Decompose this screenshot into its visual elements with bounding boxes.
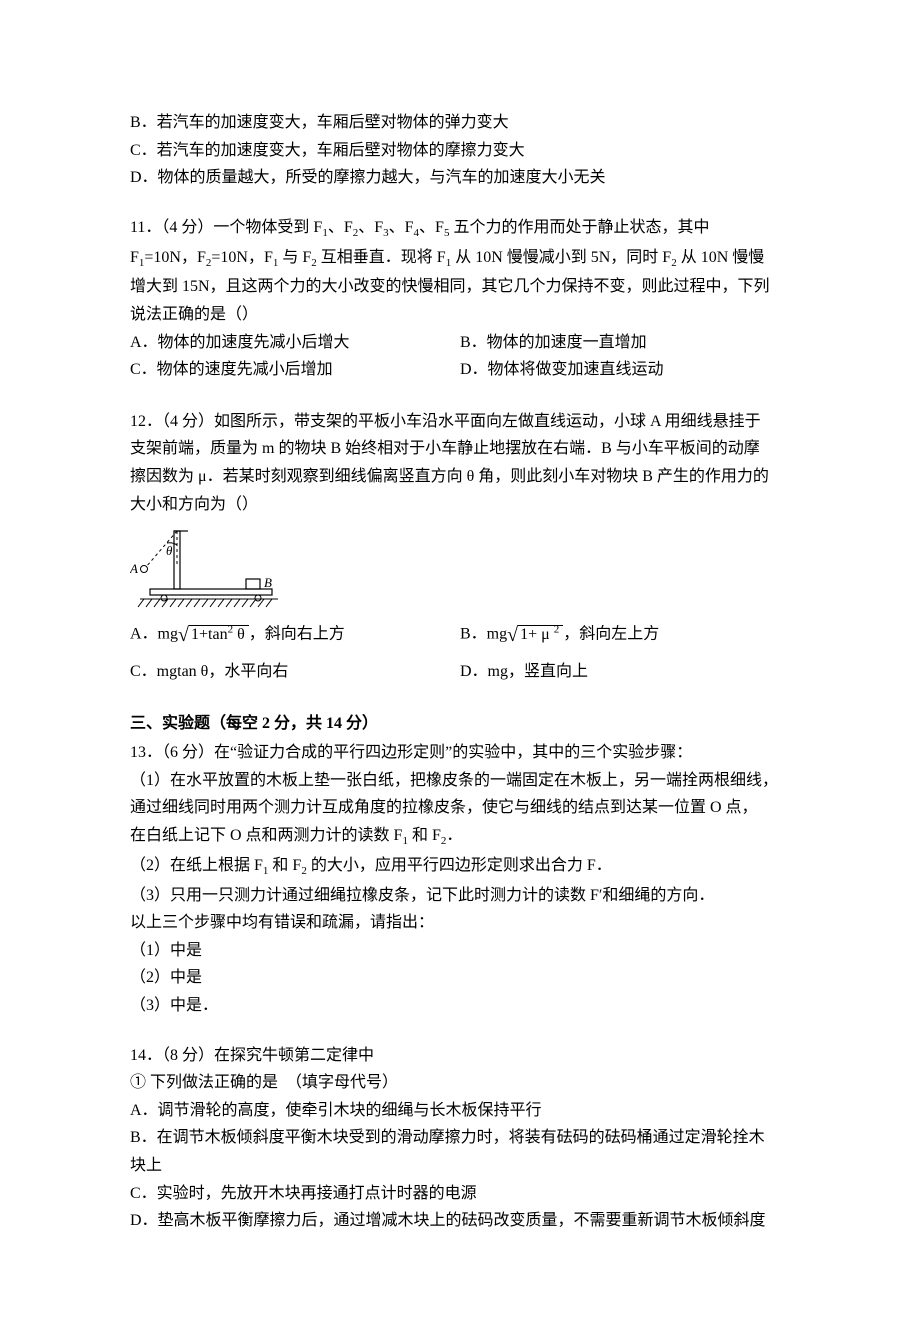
q13-blank2: （2）中是 [130, 965, 790, 991]
q12-diagram: A θ B [130, 521, 280, 611]
q14: 14．（8 分）在探究牛顿第二定律中 ① 下列做法正确的是 （填字母代号） A．… [130, 1043, 790, 1234]
q12-a-suffix: ，斜向右上方 [249, 626, 345, 643]
q13-s1c-mid: 和 F [408, 827, 441, 844]
q11-l2-b: =10N，F [144, 249, 205, 266]
sqrt-a: √1+tan2 θ [178, 619, 249, 651]
q12-opt-c: C．mgtan θ，水平向右 [130, 659, 460, 685]
q13-step1a: （1）在水平放置的木板上垫一张白纸，把橡皮条的一端固定在木板上，另一端拴两根细线… [130, 768, 790, 794]
page-root: B．若汽车的加速度变大，车厢后壁对物体的弹力变大 C．若汽车的加速度变大，车厢后… [0, 0, 920, 1318]
q13-step3: （3）只用一只测力计通过细绳拉橡皮条，记下此时测力计的读数 F′和细绳的方向． [130, 883, 790, 909]
q12-b-prefix: B．mg [460, 626, 507, 643]
q11-l2-c: =10N，F [211, 249, 272, 266]
q13: 13．（6 分）在“验证力合成的平行四边形定则”的实验中，其中的三个实验步骤： … [130, 740, 790, 1018]
q12-b-suffix: ，斜向左上方 [563, 626, 659, 643]
q13-step2: （2）在纸上根据 F1 和 F2 的大小，应用平行四边形定则求出合力 F． [130, 853, 790, 881]
q13-prompt: 以上三个步骤中均有错误和疏漏，请指出： [130, 910, 790, 936]
q12-options-row1: A．mg√1+tan2 θ，斜向右上方 B．mg√1+ μ 2，斜向左上方 [130, 619, 790, 653]
section3-title: 三、实验题（每空 2 分，共 14 分） [130, 711, 790, 737]
q11-l2-a: F [130, 249, 139, 266]
q12-opt-d: D．mg，竖直向上 [460, 659, 790, 685]
q13-s2-post: 的大小，应用平行四边形定则求出合力 F． [307, 857, 612, 874]
label-theta: θ [166, 543, 173, 558]
label-a: A [130, 561, 138, 576]
q13-blank3: （3）中是． [130, 993, 790, 1019]
q11-options-row1: A．物体的加速度先减小后增大 B．物体的加速度一直增加 [130, 330, 790, 358]
q14-opt-d: D．垫高木板平衡摩擦力后，通过增减木块上的砝码改变质量，不需要重新调节木板倾斜度 [130, 1208, 790, 1234]
q11-sep2: 、F [358, 219, 383, 236]
q10-opt-d: D．物体的质量越大，所受的摩擦力越大，与汽车的加速度大小无关 [130, 165, 790, 191]
q11-sep1: 、F [328, 219, 353, 236]
q14-opt-c: C．实验时，先放开木块再接通打点计时器的电源 [130, 1181, 790, 1207]
q11: 11．（4 分）一个物体受到 F1、F2、F3、F4、F5 五个力的作用而处于静… [130, 215, 790, 385]
q12-a-rad-pre: 1+tan [191, 626, 228, 643]
q13-s1c-post: ． [446, 827, 462, 844]
q12-line4: 大小和方向为（） [130, 492, 790, 518]
q11-stem-line1: 11．（4 分）一个物体受到 F1、F2、F3、F4、F5 五个力的作用而处于静… [130, 215, 790, 243]
q12-line2: 支架前端，质量为 m 的物块 B 始终相对于小车静止地摆放在右端．B 与小车平板… [130, 436, 790, 462]
q13-step1b: 通过细线同时用两个测力计互成角度的拉橡皮条，使它与细线的结点到达某一位置 O 点… [130, 795, 790, 821]
q13-blank1: （1）中是 [130, 938, 790, 964]
q12-options-row2: C．mgtan θ，水平向右 D．mg，竖直向上 [130, 659, 790, 687]
q10-opt-b: B．若汽车的加速度变大，车厢后壁对物体的弹力变大 [130, 110, 790, 136]
q11-tail1: 五个力的作用而处于静止状态，其中 [449, 219, 709, 236]
q12-opt-b: B．mg√1+ μ 2，斜向左上方 [460, 619, 790, 651]
q11-stem-line2: F1=10N，F2=10N，F1 与 F2 互相垂直．现将 F1 从 10N 慢… [130, 245, 790, 273]
q12-line1: 12．（4 分）如图所示，带支架的平板小车沿水平面向左做直线运动，小球 A 用细… [130, 409, 790, 435]
q11-opt-d: D．物体将做变加速直线运动 [460, 357, 790, 383]
q11-l2-f: 从 10N 慢慢减小到 5N，同时 F [451, 249, 671, 266]
q12-a-prefix: A．mg [130, 626, 178, 643]
q13-line1: 13．（6 分）在“验证力合成的平行四边形定则”的实验中，其中的三个实验步骤： [130, 740, 790, 766]
q14-line1: 14．（8 分）在探究牛顿第二定律中 [130, 1043, 790, 1069]
q11-sep4: 、F [419, 219, 444, 236]
q12-b-rad-sup: 2 [554, 624, 560, 636]
q12-opt-a: A．mg√1+tan2 θ，斜向右上方 [130, 619, 460, 651]
sqrt-b: √1+ μ 2 [507, 619, 563, 651]
q12-b-rad-pre: 1+ μ [520, 626, 554, 643]
q10-options: B．若汽车的加速度变大，车厢后壁对物体的弹力变大 C．若汽车的加速度变大，车厢后… [130, 110, 790, 191]
q13-s1c-pre: 在白纸上记下 O 点和两测力计的读数 F [130, 827, 402, 844]
q14-opt-b1: B．在调节木板倾斜度平衡木块受到的滑动摩擦力时，将装有砝码的砝码桶通过定滑轮拴木 [130, 1125, 790, 1151]
q11-stem-line3: 增大到 15N，且这两个力的大小改变的快慢相同，其它几个力保持不变，则此过程中，… [130, 274, 790, 300]
q12: 12．（4 分）如图所示，带支架的平板小车沿水平面向左做直线运动，小球 A 用细… [130, 409, 790, 687]
q13-s2-mid: 和 F [268, 857, 301, 874]
q11-l2-e: 互相垂直．现将 F [317, 249, 446, 266]
q11-sep3: 、F [389, 219, 414, 236]
q12-a-rad-post: θ [233, 626, 245, 643]
q11-stem-a: 11．（4 分）一个物体受到 F [130, 219, 322, 236]
q11-l2-g: 从 10N 慢慢 [677, 249, 765, 266]
q14-sub1: ① 下列做法正确的是 （填字母代号） [130, 1070, 790, 1096]
q14-opt-b2: 块上 [130, 1153, 790, 1179]
q11-opt-a: A．物体的加速度先减小后增大 [130, 330, 460, 356]
q14-opt-a: A．调节滑轮的高度，使牵引木块的细绳与长木板保持平行 [130, 1098, 790, 1124]
q13-step1c: 在白纸上记下 O 点和两测力计的读数 F1 和 F2． [130, 823, 790, 851]
q11-opt-c: C．物体的速度先减小后增加 [130, 357, 460, 383]
q11-opt-b: B．物体的加速度一直增加 [460, 330, 790, 356]
label-b: B [264, 575, 272, 590]
q10-opt-c: C．若汽车的加速度变大，车厢后壁对物体的摩擦力变大 [130, 138, 790, 164]
q11-l2-d: 与 F [278, 249, 311, 266]
q12-line3: 擦因数为 μ．若某时刻观察到细线偏离竖直方向 θ 角，则此刻小车对物块 B 产生… [130, 464, 790, 490]
q13-s2-pre: （2）在纸上根据 F [130, 857, 263, 874]
q11-options-row2: C．物体的速度先减小后增加 D．物体将做变加速直线运动 [130, 357, 790, 385]
q11-stem-line4: 说法正确的是（） [130, 302, 790, 328]
